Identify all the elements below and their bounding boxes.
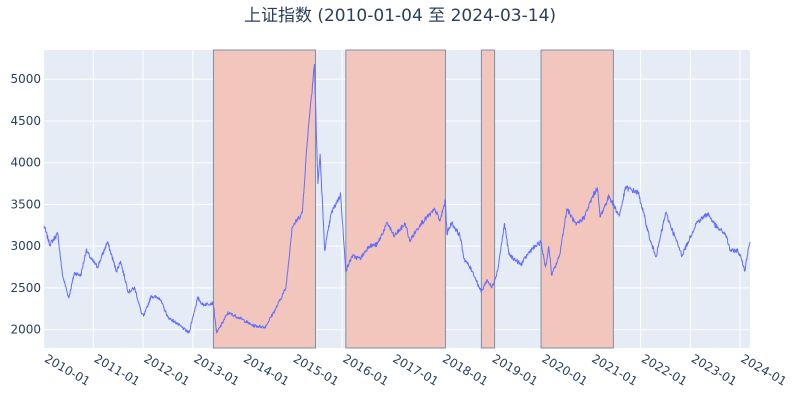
x-tick-label: 2017-01 [390,351,440,388]
x-tick-label: 2010-01 [42,351,92,388]
x-tick-label: 2024-01 [739,351,789,388]
x-tick-label: 2023-01 [689,351,739,388]
x-tick-label: 2011-01 [92,351,142,388]
y-tick-label: 3500 [10,197,41,211]
x-tick-label: 2013-01 [191,351,241,388]
x-tick-label: 2021-01 [589,351,639,388]
x-tick-label: 2016-01 [341,351,391,388]
y-tick-label: 4500 [10,114,41,128]
highlight-band [345,49,446,349]
x-tick-label: 2018-01 [440,351,490,388]
index-line [43,63,751,334]
x-tick-label: 2014-01 [241,351,291,388]
highlight-band [540,49,614,349]
y-tick-label: 2000 [10,323,41,337]
y-tick-label: 2500 [10,281,41,295]
y-tick-label: 4000 [10,156,41,170]
y-axis-ticks: 2000 2500 3000 3500 4000 4500 5000 [10,72,41,336]
x-tick-label: 2012-01 [142,351,192,388]
y-tick-label: 5000 [10,72,41,86]
highlight-band [480,49,496,349]
highlight-band [212,49,316,349]
chart-title: 上证指数 (2010-01-04 至 2024-03-14) [244,6,556,26]
x-tick-label: 2015-01 [291,351,341,388]
x-tick-label: 2019-01 [490,351,540,388]
y-tick-label: 3000 [10,239,41,253]
x-tick-label: 2020-01 [540,351,590,388]
x-axis-ticks: 2010-01 2011-01 2012-01 2013-01 2014-01 2015-… [42,351,789,388]
x-tick-label: 2022-01 [639,351,689,388]
highlight-bands [212,49,614,349]
